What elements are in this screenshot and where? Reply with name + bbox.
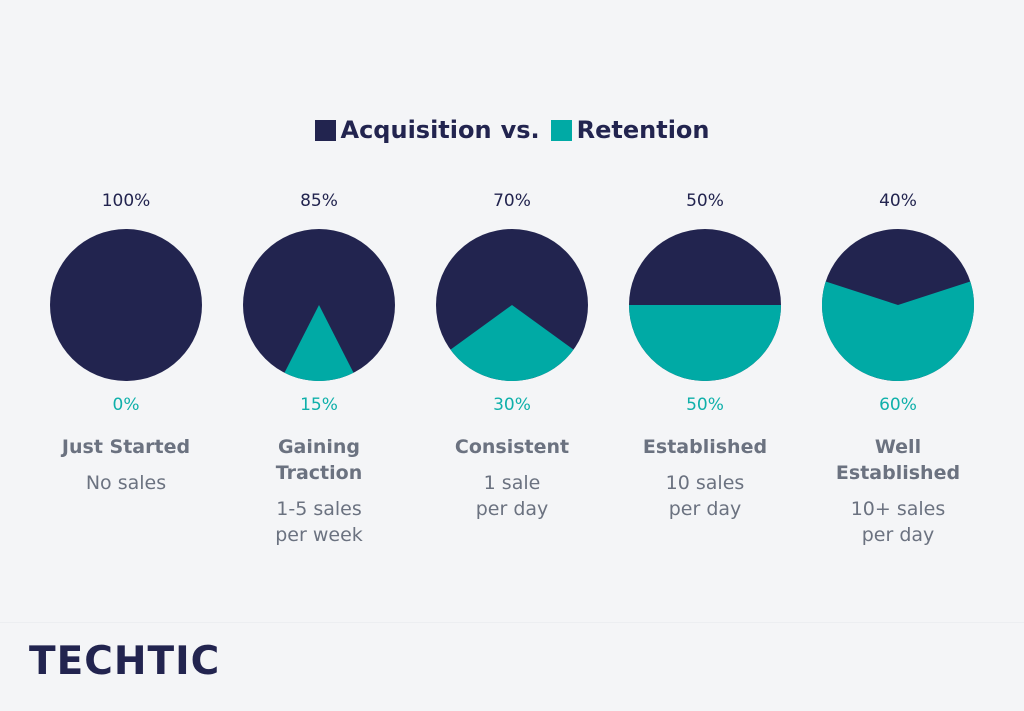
stage-description-line: per week	[275, 524, 363, 546]
retention-percent-label: 0%	[112, 395, 140, 415]
pie-container	[610, 224, 800, 386]
pie-column: 70% 30% Consistent 1 sale per day	[417, 186, 607, 522]
stage-title: Established	[610, 434, 800, 460]
pie-container	[417, 224, 607, 386]
pie-container	[224, 224, 414, 386]
acquisition-percent-label: 85%	[300, 191, 338, 211]
stage-description: 1-5 sales per week	[224, 496, 414, 548]
stage-title: Just Started	[31, 434, 221, 460]
acquisition-percent-label: 50%	[686, 191, 724, 211]
legend-label-acquisition: Acquisition	[340, 116, 492, 144]
stage-description-line: per day	[668, 498, 742, 520]
legend-label-retention: Retention	[576, 116, 710, 144]
stage-description-line: per day	[475, 498, 549, 520]
stage-description: No sales	[31, 470, 221, 496]
stage-title: Gaining Traction	[224, 434, 414, 486]
retention-percent-label: 60%	[879, 395, 917, 415]
pie-chart	[50, 229, 202, 381]
stage-description: 10+ sales per day	[803, 496, 993, 548]
stage-description-line: 10+ sales	[850, 498, 946, 520]
legend-swatch-retention	[550, 119, 572, 141]
stage-title: Well Established	[803, 434, 993, 486]
pie-container	[31, 224, 221, 386]
pie-slice-retention	[450, 305, 574, 381]
pie-slice-retention	[284, 305, 354, 381]
stage-title-line: Gaining	[277, 436, 361, 458]
stage-description-line: per day	[861, 524, 935, 546]
stage-title-line: Well	[874, 436, 922, 458]
stage-description-line: No sales	[85, 472, 167, 494]
retention-percent-label: 30%	[493, 395, 531, 415]
stage-title: Consistent	[417, 434, 607, 460]
pie-container	[803, 224, 993, 386]
pie-slice-acquisition	[50, 229, 202, 381]
legend-swatch-acquisition	[314, 119, 336, 141]
stage-description-line: 1-5 sales	[276, 498, 362, 520]
chart-legend: Acquisition vs. Retention	[0, 116, 1024, 144]
stage-description-line: 1 sale	[483, 472, 541, 494]
pie-chart	[243, 229, 395, 381]
acquisition-percent-label: 40%	[879, 191, 917, 211]
stage-description: 1 sale per day	[417, 470, 607, 522]
retention-percent-label: 15%	[300, 395, 338, 415]
stage-title-line: Established	[835, 462, 961, 484]
pie-slice-retention	[629, 305, 781, 381]
acquisition-percent-label: 70%	[493, 191, 531, 211]
stage-title-line: Traction	[275, 462, 363, 484]
pie-column: 100% 0% Just Started No sales	[31, 186, 221, 496]
acquisition-percent-label: 100%	[101, 191, 151, 211]
footer-divider	[0, 622, 1024, 623]
pie-column: 85% 15% Gaining Traction 1-5 sales per week	[224, 186, 414, 548]
retention-percent-label: 50%	[686, 395, 724, 415]
stage-title-line: Consistent	[454, 436, 570, 458]
pie-chart	[436, 229, 588, 381]
legend-item-acquisition: Acquisition	[314, 116, 492, 144]
legend-item-retention: Retention	[550, 116, 710, 144]
pie-column: 50% 50% Established 10 sales per day	[610, 186, 800, 522]
stage-title-line: Established	[642, 436, 768, 458]
pie-column: 40% 60% Well Established 10+ sales per day	[803, 186, 993, 548]
stage-description-line: 10 sales	[665, 472, 745, 494]
pie-chart	[822, 229, 974, 381]
legend-vs-text: vs.	[500, 116, 540, 144]
techtic-logo: TECHTIC	[29, 639, 221, 684]
stage-title-line: Just Started	[61, 436, 191, 458]
stage-description: 10 sales per day	[610, 470, 800, 522]
pie-slice-retention	[822, 281, 974, 381]
pie-chart	[629, 229, 781, 381]
